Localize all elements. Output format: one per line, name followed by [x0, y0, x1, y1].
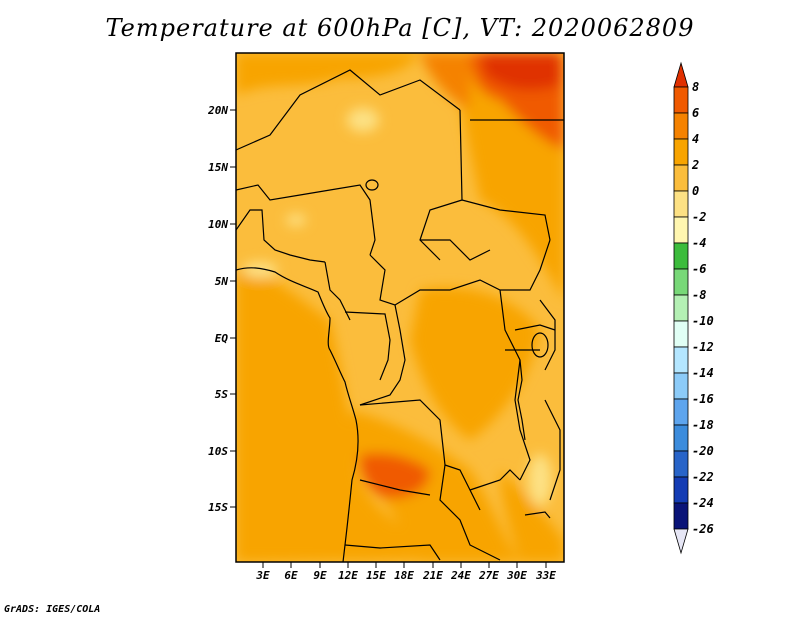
colorbar-label: -12	[692, 340, 714, 354]
colorbar-label: 8	[692, 80, 699, 94]
lat-label: 5S	[215, 388, 229, 401]
country-borders	[236, 69, 564, 562]
colorbar-label: -14	[692, 366, 714, 380]
colorbar-label: 0	[692, 184, 699, 198]
colorbar-swatch	[673, 502, 689, 530]
colorbar-labels: 8 6 4 2 0 -2 -4 -6 -8 -10 -12 -14 -16 -1…	[691, 80, 714, 536]
lon-label: 27E	[478, 569, 499, 582]
colorbar-swatch	[673, 268, 689, 296]
colorbar-swatch	[673, 138, 689, 166]
lat-label: 20N	[207, 104, 228, 117]
colorbar-label: -4	[692, 236, 706, 250]
colorbar-swatch	[673, 476, 689, 504]
colorbar-swatch	[673, 216, 689, 244]
lon-label: 12E	[338, 569, 358, 582]
lon-label: 18E	[394, 569, 414, 582]
colorbar-swatch	[673, 61, 689, 88]
lat-axis: 20N 15N 10N 5N EQ 5S 10S 15S	[207, 104, 236, 514]
colorbar-label: -22	[692, 470, 714, 484]
map-frame	[235, 52, 565, 563]
colorbar-swatch	[673, 164, 689, 192]
lon-label: 30E	[506, 569, 527, 582]
credit-label: GrADS: IGES/COLA	[4, 604, 101, 615]
lon-label: 15E	[366, 569, 386, 582]
lon-axis: 3E 6E 9E 12E 15E 18E 21E 24E 27E 30E 33E	[255, 562, 556, 582]
lon-label: 9E	[313, 569, 327, 582]
colorbar-label: -26	[692, 522, 714, 536]
colorbar-label: 4	[692, 132, 699, 146]
colorbar-swatch	[673, 190, 689, 218]
colorbar-label: -10	[692, 314, 714, 328]
colorbar-label: -2	[692, 210, 706, 224]
colorbar-label: -16	[692, 392, 714, 406]
lat-label: 15N	[208, 161, 228, 174]
colorbar-swatch	[673, 372, 689, 400]
colorbar-swatch	[673, 320, 689, 348]
colorbar	[673, 61, 689, 555]
colorbar-label: -24	[692, 496, 714, 510]
colorbar-label: -6	[692, 262, 706, 276]
lat-label: 10S	[208, 445, 228, 458]
colorbar-swatch	[673, 424, 689, 452]
colorbar-swatch	[673, 398, 689, 426]
colorbar-swatch	[673, 528, 689, 555]
lon-label: 33E	[535, 569, 556, 582]
colorbar-label: 2	[691, 158, 699, 172]
colorbar-label: 6	[692, 106, 699, 120]
colorbar-swatch	[673, 294, 689, 322]
colorbar-swatch	[673, 86, 689, 114]
colorbar-swatch	[673, 242, 689, 270]
colorbar-swatch	[673, 450, 689, 478]
colorbar-label: -8	[692, 288, 706, 302]
lon-label: 24E	[450, 569, 471, 582]
lat-label: EQ	[215, 332, 229, 345]
colorbar-swatch	[673, 112, 689, 140]
lat-label: 10N	[208, 218, 228, 231]
lat-label: 5N	[215, 275, 229, 288]
chart-title: Temperature at 600hPa [C], VT: 202006280…	[105, 14, 695, 42]
lon-label: 6E	[284, 569, 298, 582]
temperature-field	[236, 53, 564, 562]
lon-label: 21E	[422, 569, 443, 582]
lon-label: 3E	[255, 569, 270, 582]
colorbar-label: -18	[692, 418, 714, 432]
colorbar-swatch	[673, 346, 689, 374]
lat-label: 15S	[208, 501, 228, 514]
colorbar-label: -20	[692, 444, 714, 458]
